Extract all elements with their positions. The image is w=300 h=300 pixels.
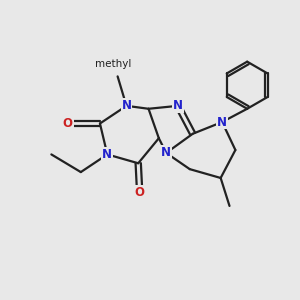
Text: O: O — [63, 117, 73, 130]
Text: N: N — [217, 116, 227, 128]
Text: methyl: methyl — [95, 59, 131, 69]
Text: N: N — [173, 99, 183, 112]
Text: O: O — [135, 186, 145, 199]
Text: N: N — [122, 99, 131, 112]
Text: N: N — [161, 146, 171, 159]
Text: N: N — [102, 148, 112, 161]
